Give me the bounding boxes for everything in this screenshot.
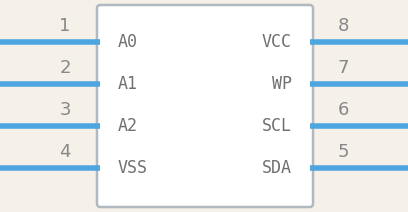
Text: VSS: VSS [118, 159, 148, 177]
Text: 1: 1 [59, 17, 71, 35]
Text: VCC: VCC [262, 33, 292, 51]
Text: SCL: SCL [262, 117, 292, 135]
Text: 5: 5 [337, 143, 349, 161]
Text: A0: A0 [118, 33, 138, 51]
Text: 6: 6 [337, 101, 349, 119]
Text: WP: WP [272, 75, 292, 93]
Text: 8: 8 [337, 17, 349, 35]
Text: A1: A1 [118, 75, 138, 93]
Text: 7: 7 [337, 59, 349, 77]
Text: SDA: SDA [262, 159, 292, 177]
Text: 3: 3 [59, 101, 71, 119]
Text: A2: A2 [118, 117, 138, 135]
Text: 4: 4 [59, 143, 71, 161]
Text: 2: 2 [59, 59, 71, 77]
FancyBboxPatch shape [97, 5, 313, 207]
